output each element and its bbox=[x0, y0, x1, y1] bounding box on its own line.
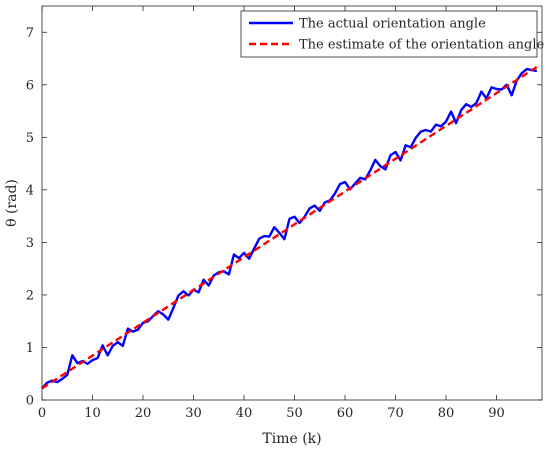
x-axis-ticks: 0 10 20 30 40 50 60 70 80 90 bbox=[38, 6, 505, 421]
y-tick-label: 3 bbox=[26, 236, 34, 251]
legend-box bbox=[240, 10, 538, 58]
plot-lines bbox=[41, 65, 538, 390]
y-tick-label: 0 bbox=[26, 394, 34, 409]
x-tick-label: 20 bbox=[135, 406, 152, 421]
x-tick-label: 60 bbox=[337, 406, 354, 421]
plot-frame bbox=[41, 5, 543, 401]
x-tick-label: 40 bbox=[236, 406, 253, 421]
y-axis-ticks: 0 1 2 3 4 5 6 7 bbox=[26, 26, 542, 409]
x-tick-label: 70 bbox=[387, 406, 404, 421]
x-tick-label: 80 bbox=[438, 406, 455, 421]
series-line-actual bbox=[41, 67, 538, 390]
legend-label-actual: The actual orientation angle bbox=[299, 17, 486, 32]
y-tick-label: 6 bbox=[26, 78, 34, 93]
y-axis-label: θ (rad) bbox=[4, 179, 20, 227]
x-tick-label: 50 bbox=[286, 406, 303, 421]
y-tick-label: 2 bbox=[26, 288, 34, 303]
x-tick-label: 10 bbox=[84, 406, 101, 421]
y-tick-label: 4 bbox=[26, 183, 34, 198]
x-tick-label: 30 bbox=[185, 406, 202, 421]
y-tick-label: 7 bbox=[26, 26, 34, 41]
y-tick-label: 1 bbox=[26, 341, 34, 356]
y-tick-label: 5 bbox=[26, 131, 34, 146]
x-axis-label: Time (k) bbox=[262, 431, 321, 447]
legend-label-estimate: The estimate of the orientation angle bbox=[299, 38, 544, 53]
x-tick-label: 0 bbox=[38, 406, 46, 421]
legend: The actual orientation angle The estimat… bbox=[240, 10, 544, 58]
x-tick-label: 90 bbox=[488, 406, 505, 421]
